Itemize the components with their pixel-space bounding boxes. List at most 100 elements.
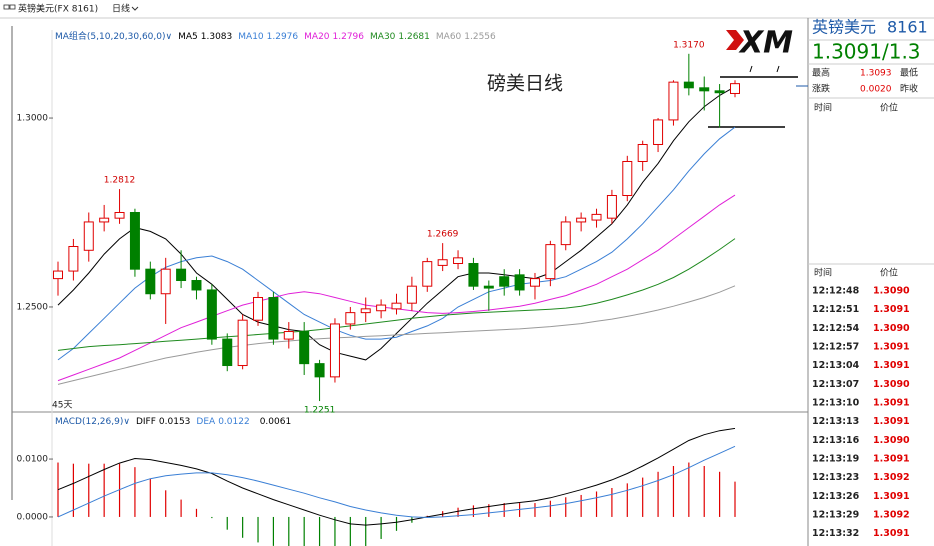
logo: XM xyxy=(724,24,806,62)
legend-name: MA20 xyxy=(304,32,330,42)
quote-price: 1.3091/1.3 xyxy=(812,40,921,64)
tick-time: 12:12:54 xyxy=(812,323,860,334)
tick-price: 1.3091 xyxy=(873,360,910,371)
candle-body xyxy=(129,211,140,270)
tick-time: 12:12:48 xyxy=(812,286,860,297)
legend-name: MA60 xyxy=(436,32,462,42)
candle-body xyxy=(360,308,371,314)
tick-price: 1.3091 xyxy=(873,528,910,539)
dropdown-arrow: ∨ xyxy=(123,417,130,427)
y-tick-label: 0.0100 xyxy=(17,455,49,465)
high-label: 1.2669 xyxy=(427,230,459,240)
low-label: 1.2251 xyxy=(304,406,336,416)
candle-body xyxy=(268,297,279,340)
tick-time: 12:13:29 xyxy=(812,510,859,521)
moving-average xyxy=(57,86,736,361)
candle-body xyxy=(391,302,402,310)
candle-body xyxy=(699,87,710,92)
legend-value: 1.2681 xyxy=(398,32,430,42)
candle-body xyxy=(514,274,525,291)
candle-body xyxy=(483,285,494,289)
candle-body xyxy=(237,319,248,367)
candle-body xyxy=(299,331,310,365)
tick-time: 12:12:57 xyxy=(812,342,859,353)
legend-value: 1.2796 xyxy=(333,32,365,42)
tick-time: 12:13:13 xyxy=(812,416,859,427)
logo-mark xyxy=(726,30,744,50)
macd-line xyxy=(57,428,736,526)
tick-price: 1.3091 xyxy=(873,398,910,409)
tick-time: 12:13:26 xyxy=(812,491,860,502)
moving-average xyxy=(57,238,736,351)
candle-body xyxy=(576,217,587,223)
candle-body xyxy=(314,363,325,378)
moving-average xyxy=(57,285,736,385)
tick-price: 1.3091 xyxy=(873,304,910,315)
tick-price: 1.3092 xyxy=(873,510,910,521)
tick-price: 1.3090 xyxy=(873,379,910,390)
candle-body xyxy=(222,338,233,367)
candle-body xyxy=(560,221,571,246)
dropdown-arrow: ∨ xyxy=(166,32,173,42)
title-bar: 英镑美元(FX 8161) 日线 xyxy=(3,3,139,15)
legend-value: 1.2556 xyxy=(464,32,496,42)
quote-value: 0.0020 xyxy=(860,85,892,95)
candle-body xyxy=(99,217,110,223)
candle-body xyxy=(683,81,694,89)
legend-name: DIFF xyxy=(136,417,156,427)
candle-body xyxy=(53,270,63,280)
candle-body xyxy=(730,83,740,94)
tick-time: 12:13:32 xyxy=(812,528,859,539)
candle-body xyxy=(83,221,94,251)
tick-time: 12:13:16 xyxy=(812,435,860,446)
quote-code: 8161 xyxy=(887,18,928,37)
tick-price: 1.3091 xyxy=(873,416,910,427)
candle-body xyxy=(499,276,510,287)
logo-text: XM xyxy=(738,26,793,61)
legend-name: DEA xyxy=(196,417,216,427)
candle-body xyxy=(376,304,387,312)
candle-body xyxy=(591,213,602,221)
quote-label: 最低 xyxy=(900,67,918,79)
candle-body xyxy=(637,143,648,162)
candle-body xyxy=(437,259,448,266)
high-label: 1.2812 xyxy=(104,176,136,186)
indicator-label: MA组合(5,10,20,30,60,0) xyxy=(55,30,166,42)
period-label: 45天 xyxy=(52,401,72,411)
period-selector[interactable]: 日线 xyxy=(112,3,130,15)
candle-body xyxy=(529,278,540,287)
legend-name: MA10 xyxy=(238,32,264,42)
tick-time: 12:13:04 xyxy=(812,360,860,371)
candle-body xyxy=(606,194,617,219)
window-title: 英镑美元(FX 8161) xyxy=(18,3,98,15)
macd-legend: MACD(12,26,9)∨ DIFF 0.0153 DEA 0.0122 0.0061 xyxy=(55,417,291,427)
quote-panel: 英镑美元 8161 1.3091/1.3 最高 1.3093 最低 涨跌 0.0… xyxy=(808,18,934,279)
tick-price: 1.3091 xyxy=(873,454,910,465)
drawn-tick xyxy=(776,65,780,73)
legend-value: 1.2976 xyxy=(267,32,299,42)
y-tick-label: 1.2500 xyxy=(17,302,49,312)
candle-body xyxy=(114,211,125,219)
icon xyxy=(3,4,10,10)
candle-body xyxy=(406,285,417,304)
candle-body xyxy=(468,263,479,287)
tick-price: 1.3092 xyxy=(873,472,910,483)
legend-value: 0.0061 xyxy=(260,417,292,427)
candle-body xyxy=(422,261,433,287)
legend-value: 0.0153 xyxy=(159,417,191,427)
candle-body xyxy=(160,268,171,295)
column-header: 时间 xyxy=(814,267,832,279)
high-label: 1.3170 xyxy=(673,40,705,50)
candle-body xyxy=(329,323,340,378)
column-header: 价位 xyxy=(880,102,898,114)
quote-value: 1.3093 xyxy=(860,69,892,79)
legend-name: MA5 xyxy=(178,32,198,42)
dropdown-arrow[interactable] xyxy=(131,6,139,11)
tick-price: 1.3090 xyxy=(873,286,910,297)
candle-body xyxy=(653,119,664,145)
tick-price: 1.3091 xyxy=(873,491,910,502)
candle-body xyxy=(668,81,679,121)
candle-body xyxy=(206,289,217,340)
